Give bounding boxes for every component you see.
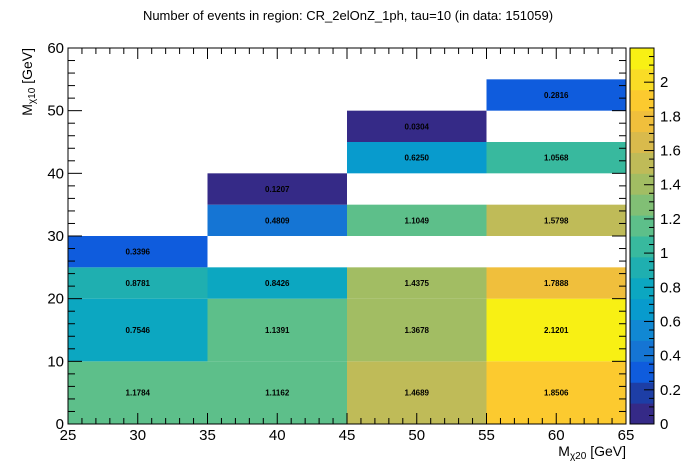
cell-value-label-14: 0.0304 (405, 122, 430, 131)
palette-swatch-2 (630, 361, 654, 383)
y-axis-label-unit: [GeV] (19, 48, 35, 88)
x-axis: 25 30 35 40 45 50 55 60 65 (60, 48, 635, 444)
palette-tick-label-6: 1.2 (660, 211, 681, 228)
palette-swatch-14 (630, 110, 654, 133)
x-axis-label-unit: [GeV] (586, 443, 626, 459)
cell-value-label-19: 1.0568 (544, 154, 569, 163)
heatmap-cell-5 (207, 298, 347, 362)
palette-tick-label-2: 0.4 (660, 348, 681, 365)
color-palette-axis: 0 0.2 0.4 0.6 0.8 1 1.2 1.4 1.6 1.8 2 (644, 47, 681, 433)
cell-value-labels: 1.1784 0.7546 0.8781 0.3396 1.1162 1.1391 0.84… (126, 91, 570, 398)
x-tick-label-2: 35 (199, 427, 216, 444)
cell-value-label-18: 1.5798 (544, 216, 569, 225)
cell-value-label-7: 0.4809 (265, 216, 290, 225)
palette-swatch-7 (630, 256, 654, 279)
x-tick-label-3: 40 (269, 427, 286, 444)
cell-value-label-1: 0.7546 (126, 326, 151, 335)
heatmap-cell-12 (347, 204, 487, 236)
palette-tick-label-1: 0.2 (660, 382, 681, 399)
cell-value-label-15: 1.8506 (544, 389, 569, 398)
heatmap-cell-11 (347, 267, 487, 299)
palette-swatch-5 (630, 298, 654, 321)
cell-value-label-12: 1.1049 (405, 216, 430, 225)
palette-swatch-10 (630, 194, 654, 216)
cell-value-label-16: 2.1201 (544, 326, 569, 335)
y-tick-label-4: 40 (47, 165, 64, 182)
heatmap-cell-7 (207, 204, 347, 236)
palette-swatch-16 (630, 68, 654, 91)
palette-swatch-11 (630, 173, 654, 195)
palette-swatch-13 (630, 131, 654, 153)
palette-swatch-8 (630, 236, 654, 258)
cell-value-label-5: 1.1391 (265, 326, 290, 335)
chart-title: Number of events in region: CR_2elOnZ_1p… (143, 8, 553, 23)
palette-swatch-12 (630, 152, 654, 174)
palette-tick-label-9: 1.8 (660, 108, 681, 125)
x-tick-label-7: 60 (548, 427, 565, 444)
x-tick-label-1: 30 (129, 427, 146, 444)
cell-value-label-2: 0.8781 (126, 279, 151, 288)
palette-tick-label-10: 2 (660, 74, 668, 91)
y-axis: 0 10 20 30 40 50 60 (47, 40, 626, 433)
y-tick-label-5: 50 (47, 103, 64, 120)
palette-tick-label-4: 0.8 (660, 279, 681, 296)
heatmap-cells (68, 79, 626, 424)
palette-swatch-15 (630, 89, 654, 112)
heatmap-cell-3 (68, 236, 208, 268)
heatmap-cell-19 (486, 142, 626, 174)
x-tick-label-6: 55 (478, 427, 495, 444)
y-tick-label-2: 20 (47, 291, 64, 308)
palette-swatch-4 (630, 319, 654, 341)
x-tick-label-8: 65 (618, 427, 635, 444)
heatmap-cell-20 (486, 79, 626, 111)
y-tick-label-1: 10 (47, 353, 64, 370)
heatmap-cell-17 (486, 267, 626, 299)
cell-value-label-6: 0.8426 (265, 279, 290, 288)
cell-value-label-0: 1.1784 (126, 389, 151, 398)
color-palette (629, 47, 655, 425)
palette-tick-label-7: 1.4 (660, 177, 681, 194)
y-axis-label-sub: χ10 (27, 87, 38, 104)
cell-value-label-3: 0.3396 (126, 248, 151, 257)
x-tick-label-4: 45 (339, 427, 356, 444)
cell-value-label-17: 1.7888 (544, 279, 569, 288)
heatmap-cell-1 (68, 298, 208, 362)
palette-swatch-0 (630, 403, 654, 425)
palette-tick-label-3: 0.6 (660, 313, 681, 330)
palette-tick-label-0: 0 (660, 416, 668, 433)
cell-value-label-20: 0.2816 (544, 91, 569, 100)
heatmap-cell-14 (347, 110, 487, 142)
y-axis-label-main: M (19, 104, 35, 116)
cell-value-label-11: 1.4375 (405, 279, 430, 288)
palette-tick-label-8: 1.6 (660, 143, 681, 160)
x-axis-label: Mχ20 [GeV] (558, 443, 626, 462)
palette-swatch-1 (630, 382, 654, 404)
cell-value-label-8: 0.1207 (265, 185, 290, 194)
heatmap-cell-6 (207, 267, 347, 299)
heatmap-cell-10 (347, 298, 487, 362)
palette-swatch-3 (630, 340, 654, 362)
palette-swatch-9 (630, 215, 654, 237)
cell-value-label-10: 1.3678 (405, 326, 430, 335)
heatmap-cell-18 (486, 204, 626, 236)
y-tick-label-0: 0 (56, 416, 64, 433)
heatmap-cell-16 (486, 298, 626, 362)
heatmap-cell-2 (68, 267, 208, 299)
palette-swatch-17 (630, 48, 654, 70)
heatmap-cell-8 (207, 173, 347, 205)
y-axis-label: Mχ10 [GeV] (19, 48, 38, 116)
x-axis-label-sub: χ20 (570, 451, 587, 462)
palette-tick-label-5: 1 (660, 245, 668, 262)
y-tick-label-6: 60 (47, 40, 64, 57)
palette-swatch-6 (630, 277, 654, 300)
cell-value-label-4: 1.1162 (265, 389, 290, 398)
x-tick-label-0: 25 (60, 427, 77, 444)
x-tick-label-5: 50 (408, 427, 425, 444)
cell-value-label-9: 1.4689 (405, 389, 430, 398)
y-tick-label-3: 30 (47, 228, 64, 245)
x-axis-label-main: M (558, 443, 570, 459)
heatmap-cell-13 (347, 142, 487, 174)
cell-value-label-13: 0.6250 (405, 154, 430, 163)
